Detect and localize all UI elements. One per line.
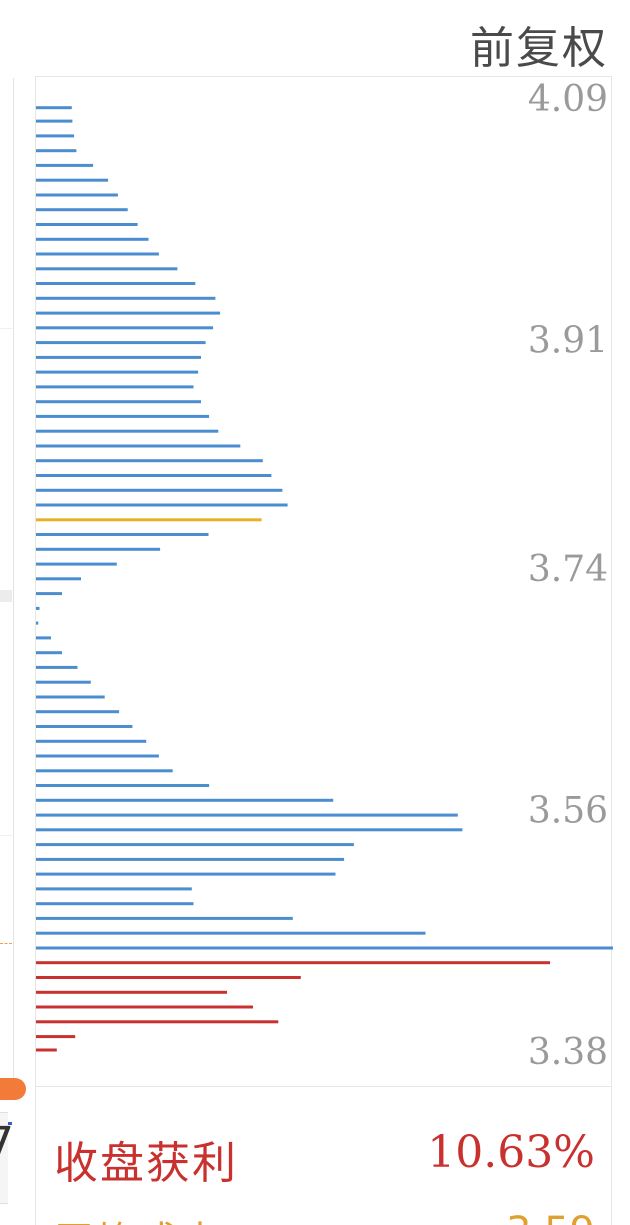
chip-distribution-svg: 4.09 3.91 3.74 3.56 3.38 bbox=[36, 79, 613, 1073]
average-cost-row: 平均成本 3.59 bbox=[54, 1209, 595, 1225]
chip-bar bbox=[36, 444, 241, 448]
left-info-strip bbox=[0, 1112, 8, 1204]
chip-bar bbox=[36, 798, 334, 802]
adjustment-mode-label[interactable]: 前复权 bbox=[470, 23, 608, 74]
chip-bar bbox=[36, 592, 62, 596]
chip-bar bbox=[36, 326, 214, 330]
chip-bar bbox=[36, 916, 293, 920]
price-tick-label: 3.74 bbox=[528, 549, 608, 590]
chip-bar bbox=[36, 887, 192, 891]
chip-bar bbox=[36, 193, 118, 197]
chip-bar bbox=[36, 636, 51, 640]
grid-line bbox=[0, 835, 12, 836]
chip-bar bbox=[36, 931, 426, 935]
chip-bar bbox=[36, 665, 78, 669]
price-tick-label: 4.09 bbox=[528, 79, 608, 120]
chip-bar bbox=[36, 754, 159, 758]
chip-bar bbox=[36, 695, 105, 699]
profit-ratio-row: 收盘获利 10.63% bbox=[54, 1127, 595, 1189]
chip-bar bbox=[36, 872, 336, 876]
chip-bar bbox=[36, 533, 209, 536]
chip-bar bbox=[36, 474, 272, 477]
chip-bar bbox=[36, 459, 263, 463]
profit-chip-bar bbox=[36, 990, 227, 994]
chip-bar bbox=[36, 370, 199, 374]
chip-bar bbox=[36, 400, 201, 404]
chip-bar bbox=[36, 252, 159, 256]
chip-bar bbox=[36, 385, 194, 389]
price-tick-label: 3.91 bbox=[528, 321, 608, 362]
chip-bar bbox=[36, 267, 178, 271]
grid-line bbox=[0, 328, 12, 329]
average-cost-bar bbox=[36, 518, 262, 522]
chip-bar bbox=[36, 857, 345, 861]
average-cost-value: 3.59 bbox=[506, 1209, 595, 1225]
chip-bar bbox=[36, 414, 210, 418]
chip-bar bbox=[36, 223, 138, 226]
chip-bar bbox=[36, 651, 62, 655]
chip-bar bbox=[36, 355, 201, 359]
chip-bar bbox=[36, 813, 458, 817]
chip-info-panel: 收盘获利 10.63% 平均成本 3.59 bbox=[35, 1086, 612, 1225]
chip-bar bbox=[36, 503, 288, 507]
profit-chip-bar bbox=[36, 961, 551, 965]
chip-bar bbox=[36, 282, 196, 285]
profit-chip-bar bbox=[36, 976, 301, 979]
chip-bar bbox=[36, 149, 77, 153]
profit-chip-bar bbox=[36, 1005, 253, 1009]
average-cost-label: 平均成本 bbox=[54, 1209, 222, 1225]
volume-block bbox=[0, 590, 12, 602]
chip-bar bbox=[36, 946, 613, 950]
chip-bar bbox=[36, 106, 72, 110]
price-dash-line bbox=[0, 943, 12, 944]
chip-bar bbox=[36, 739, 147, 743]
chip-bar bbox=[36, 577, 81, 581]
chip-bar bbox=[36, 208, 128, 212]
chip-bar bbox=[36, 178, 109, 182]
chip-bar bbox=[36, 784, 210, 787]
chip-bar bbox=[36, 296, 216, 300]
kline-chart-edge bbox=[0, 78, 26, 1125]
chip-bar bbox=[36, 311, 221, 315]
chip-bar bbox=[36, 237, 149, 241]
chip-bar bbox=[36, 606, 40, 610]
chip-bar bbox=[36, 119, 73, 123]
chip-bar bbox=[36, 828, 463, 832]
profit-chip-bar bbox=[36, 1035, 76, 1039]
profit-ratio-label: 收盘获利 bbox=[54, 1138, 238, 1189]
chip-bar bbox=[36, 621, 39, 625]
chip-bar bbox=[36, 769, 173, 773]
chip-bar bbox=[36, 341, 206, 345]
chip-bar bbox=[36, 429, 219, 433]
price-tick-label: 3.38 bbox=[528, 1032, 608, 1073]
profit-chip-bar bbox=[36, 1020, 279, 1024]
chip-bar bbox=[36, 680, 91, 684]
chip-bar bbox=[36, 488, 283, 492]
chip-bar bbox=[36, 134, 75, 138]
chip-bar bbox=[36, 843, 354, 847]
current-price-marker bbox=[0, 1078, 26, 1100]
price-tick-label: 3.56 bbox=[528, 790, 608, 831]
chip-distribution-chart: 4.09 3.91 3.74 3.56 3.38 bbox=[35, 76, 613, 1086]
chip-bar bbox=[36, 710, 120, 714]
profit-chip-bar bbox=[36, 1048, 57, 1052]
chip-bar bbox=[36, 902, 194, 906]
chip-bar bbox=[36, 725, 133, 728]
chip-bar bbox=[36, 547, 161, 551]
profit-ratio-value: 10.63% bbox=[427, 1127, 595, 1178]
left-info-digit: 7 bbox=[0, 1118, 14, 1169]
chip-bar bbox=[36, 163, 94, 167]
chip-bar bbox=[36, 562, 117, 566]
